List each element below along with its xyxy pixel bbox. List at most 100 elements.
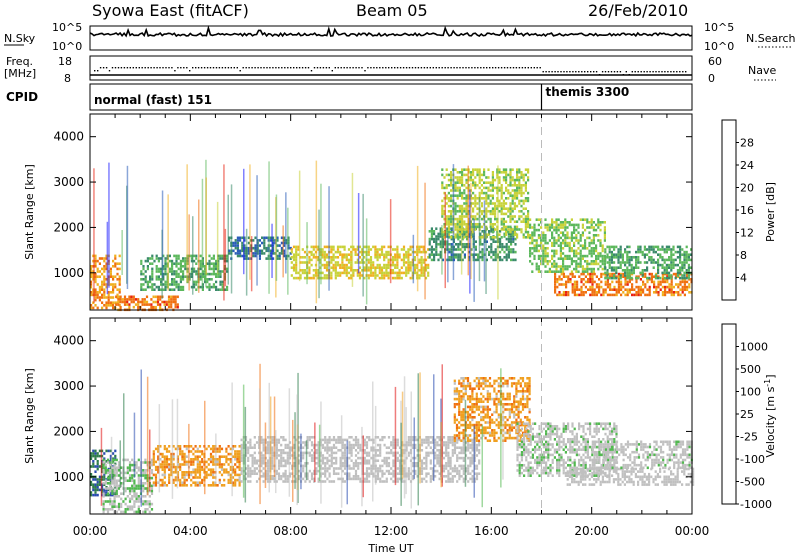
nave-point (489, 67, 491, 69)
range-cell (124, 487, 127, 490)
nave-point (536, 67, 538, 69)
range-cell (564, 257, 567, 260)
range-cell (332, 456, 336, 460)
range-cell (332, 263, 335, 267)
range-cell (657, 280, 660, 284)
range-cell (407, 269, 410, 272)
range-cell (378, 253, 381, 256)
range-cell (505, 245, 508, 249)
streak (126, 165, 129, 289)
range-cell (557, 239, 560, 242)
range-cell (663, 271, 666, 275)
range-cell (430, 230, 433, 233)
range-cell (326, 446, 329, 449)
range-cell (580, 293, 583, 297)
range-cell (603, 262, 606, 266)
range-cell (253, 462, 256, 465)
range-cell (479, 237, 482, 241)
range-cell (317, 459, 320, 462)
range-cell (199, 254, 202, 258)
range-cell (369, 248, 373, 251)
range-cell (98, 285, 101, 289)
range-cell (321, 456, 325, 460)
range-cell (269, 244, 272, 247)
range-cell (330, 438, 333, 442)
range-cell (240, 438, 243, 442)
range-cell (198, 463, 202, 466)
range-cell (485, 202, 488, 205)
range-cell (176, 295, 179, 299)
range-cell (422, 271, 425, 275)
range-cell (469, 178, 472, 182)
range-cell (112, 288, 115, 291)
range-cell (225, 471, 228, 474)
range-cell (544, 270, 547, 273)
range-cell (308, 469, 311, 473)
range-cell (626, 266, 629, 269)
range-cell (238, 452, 241, 456)
range-cell (513, 202, 516, 205)
range-cell (385, 266, 388, 269)
range-cell (303, 250, 307, 254)
range-cell (172, 471, 175, 474)
range-cell (489, 184, 492, 187)
range-cell (644, 272, 647, 276)
range-cell (581, 244, 584, 247)
range-cell (679, 256, 682, 259)
range-cell (367, 248, 370, 251)
range-cell (171, 278, 174, 281)
nave-point (97, 70, 99, 72)
range-cell (683, 288, 686, 291)
range-cell (491, 207, 494, 210)
range-cell (253, 456, 256, 460)
range-cell (450, 178, 453, 182)
range-cell (98, 296, 101, 299)
range-cell (111, 482, 114, 485)
range-cell (328, 472, 331, 475)
range-cell (130, 300, 133, 304)
range-cell (505, 230, 508, 234)
range-cell (292, 245, 296, 249)
nave-point (593, 71, 595, 73)
range-cell (626, 256, 629, 259)
range-cell (619, 245, 622, 249)
range-cell (445, 223, 448, 226)
range-cell (630, 256, 633, 259)
range-cell (531, 234, 534, 237)
range-cell (494, 178, 497, 182)
range-cell (509, 210, 512, 213)
range-cell (398, 269, 401, 272)
range-cell (280, 464, 283, 468)
range-cell (502, 176, 505, 179)
range-cell (306, 451, 309, 455)
range-cell (461, 237, 464, 241)
range-cell (512, 240, 515, 243)
noise-left-tick-bottom: 10^0 (52, 40, 82, 53)
range-cell (120, 484, 123, 488)
range-cell (201, 452, 204, 456)
range-cell (385, 271, 388, 275)
range-cell (209, 452, 213, 456)
range-cell (670, 280, 673, 284)
range-cell (579, 249, 582, 253)
range-cell (212, 262, 215, 265)
range-cell (260, 454, 263, 457)
range-cell (518, 228, 521, 231)
range-cell (615, 253, 618, 256)
nave-point (468, 67, 470, 69)
range-cell (396, 276, 399, 280)
range-cell (554, 283, 557, 286)
nave-point (518, 67, 521, 69)
range-cell (225, 468, 228, 471)
range-cell (511, 215, 514, 218)
streak (268, 161, 270, 294)
nave-point (200, 67, 203, 69)
range-cell (559, 267, 562, 271)
range-cell (621, 258, 624, 262)
range-cell (437, 232, 440, 236)
range-cell (90, 306, 93, 310)
range-cell (142, 461, 145, 464)
range-cell (611, 272, 614, 276)
range-cell (383, 245, 386, 249)
range-cell (144, 288, 147, 291)
